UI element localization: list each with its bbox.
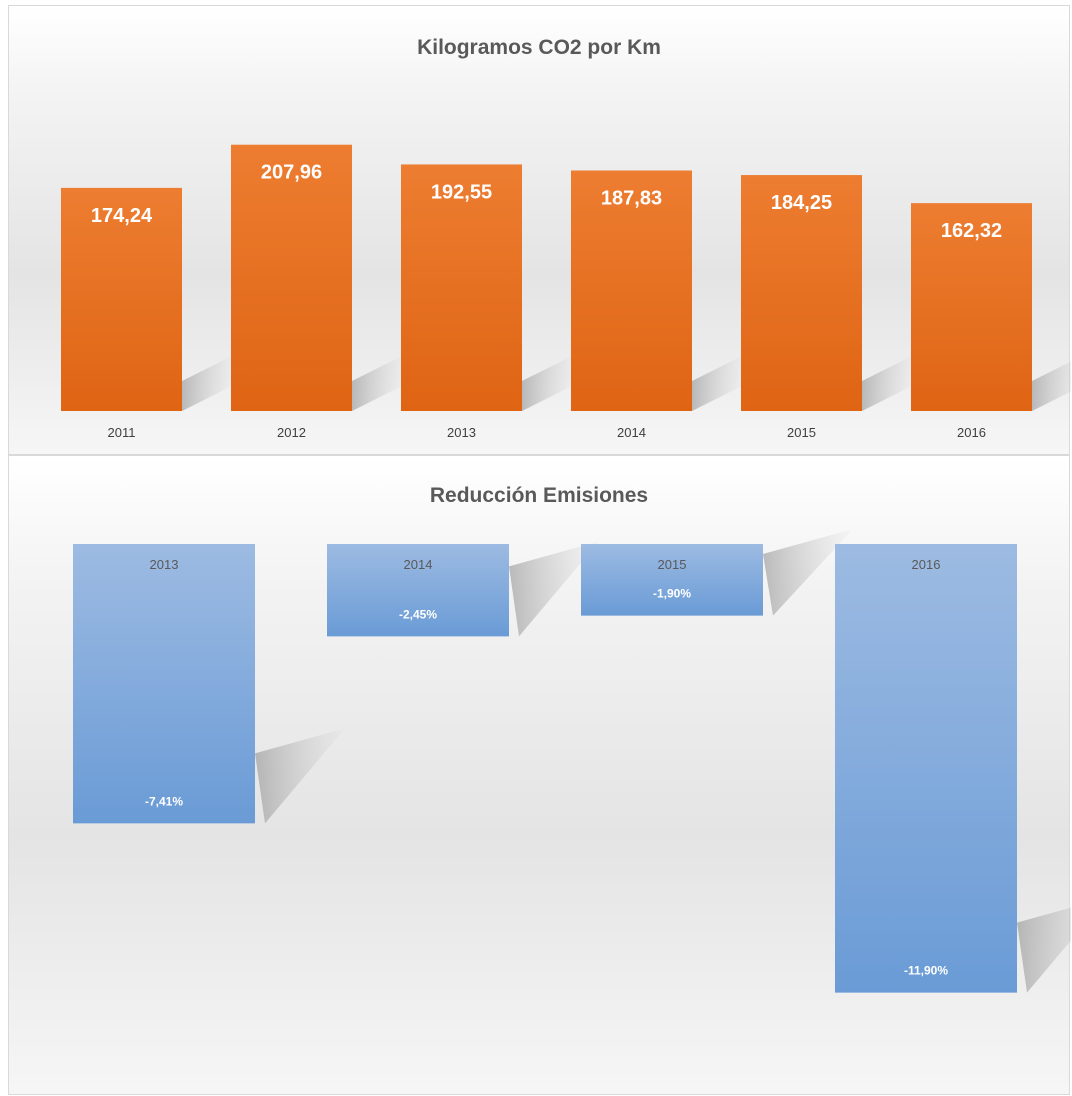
bar-2013	[401, 164, 522, 411]
data-label: 207,96	[261, 162, 322, 184]
data-label: -2,45%	[399, 607, 437, 621]
data-label: 187,83	[601, 187, 662, 209]
data-label: -11,90%	[904, 964, 948, 978]
bar-2014	[327, 544, 509, 637]
category-label: 2016	[912, 557, 941, 572]
chart-title: Kilogramos CO2 por Km	[417, 36, 661, 59]
co2-bar-plot: 174,24 2011 207,96 2012 192,55 2013 187,83 2014…	[61, 144, 1071, 440]
bar-2012	[231, 144, 352, 411]
bar-shadow	[255, 728, 345, 824]
category-label: 2014	[404, 557, 433, 572]
data-label: 192,55	[431, 181, 492, 203]
bar-2014	[571, 170, 692, 411]
bar-shadow	[862, 356, 912, 411]
data-label: -1,90%	[653, 587, 691, 601]
co2-per-km-chart: Kilogramos CO2 por Km 174,24 2011 207,96 20…	[8, 5, 1071, 455]
category-label: 2014	[617, 425, 646, 440]
data-label: -7,41%	[145, 794, 183, 808]
bar-shadow	[1017, 907, 1071, 993]
bar-shadow	[763, 529, 853, 616]
bar-shadow	[352, 356, 402, 411]
category-label: 2013	[150, 557, 179, 572]
bar-shadow	[692, 356, 742, 411]
bar-shadow	[1032, 361, 1071, 411]
data-label: 162,32	[941, 220, 1002, 242]
bar-2015	[741, 175, 862, 411]
bar-shadow	[509, 541, 599, 637]
data-label: 184,25	[771, 192, 832, 214]
category-label: 2012	[277, 425, 306, 440]
category-label: 2015	[787, 425, 816, 440]
category-label: 2016	[957, 425, 986, 440]
emission-reduction-chart: Reducción Emisiones 2013 -7,41% 2014 -2,45%…	[8, 455, 1071, 1095]
bar-2013	[73, 544, 255, 824]
category-label: 2013	[447, 425, 476, 440]
reduction-bar-plot: 2013 -7,41% 2014 -2,45% 2015 -1,90% 2016 -11,90…	[73, 529, 1071, 993]
category-label: 2011	[108, 425, 136, 440]
bar-2011	[61, 187, 182, 411]
bar-2016	[835, 544, 1017, 993]
category-label: 2015	[658, 557, 687, 572]
bar-shadow	[522, 356, 572, 411]
bar-shadow	[182, 356, 232, 411]
chart-title: Reducción Emisiones	[429, 484, 649, 507]
bar-2016	[911, 203, 1032, 411]
bar-2015	[581, 544, 763, 616]
data-label: 174,24	[91, 205, 153, 227]
